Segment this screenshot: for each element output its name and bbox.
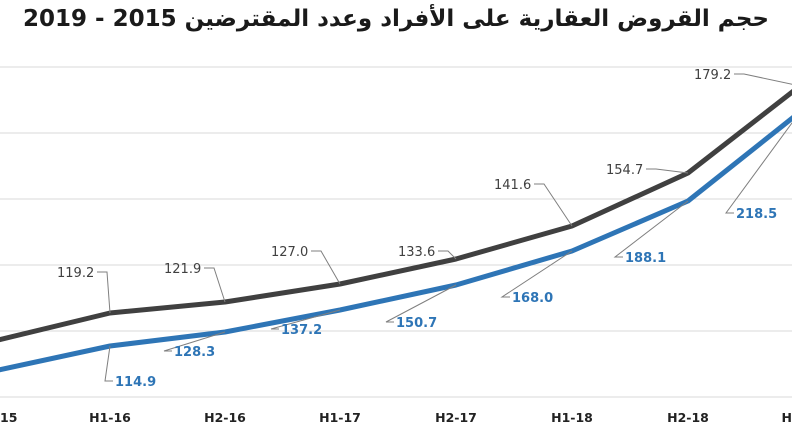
leader-line bbox=[534, 183, 573, 227]
x-tick-label: H1-17 bbox=[319, 410, 361, 425]
data-label-blue: 114.9 bbox=[115, 375, 156, 390]
x-tick-label: H1-18 bbox=[551, 410, 593, 425]
leader-line bbox=[725, 122, 792, 214]
leader-line bbox=[163, 331, 226, 352]
data-label-blue: 128.3 bbox=[174, 345, 215, 360]
leader-line bbox=[204, 267, 226, 303]
leader-line bbox=[438, 250, 457, 260]
leader-line bbox=[646, 168, 689, 174]
leader-line bbox=[500, 250, 573, 298]
data-label-dark: 127.0 bbox=[271, 245, 308, 260]
data-label-blue: 150.7 bbox=[396, 316, 437, 331]
leader-line bbox=[311, 250, 341, 285]
data-label-dark: 154.7 bbox=[606, 163, 643, 178]
x-tick-label: 15 bbox=[0, 410, 17, 425]
x-tick-label: H1-16 bbox=[89, 410, 131, 425]
x-tick-label: H bbox=[782, 410, 792, 425]
data-label-dark: 119.2 bbox=[57, 266, 94, 281]
data-label-dark: 141.6 bbox=[494, 178, 531, 193]
x-tick-label: H2-18 bbox=[667, 410, 709, 425]
series-line-dark bbox=[0, 89, 792, 343]
chart-title: حجم القروض العقارية على الأفراد وعدد الم… bbox=[22, 6, 769, 32]
data-label-blue: 168.0 bbox=[512, 291, 553, 306]
leader-line bbox=[270, 309, 341, 330]
leader-line bbox=[734, 73, 792, 85]
data-label-blue: 188.1 bbox=[625, 251, 666, 266]
data-label-dark: 179.2 bbox=[694, 68, 731, 83]
leader-line bbox=[104, 345, 113, 382]
data-label-dark: 133.6 bbox=[398, 245, 435, 260]
leader-line bbox=[385, 284, 457, 323]
data-label-blue: 218.5 bbox=[736, 207, 777, 222]
x-tick-label: H2-17 bbox=[435, 410, 477, 425]
data-label-dark: 121.9 bbox=[164, 262, 201, 277]
series-line-blue bbox=[0, 115, 792, 373]
leader-line bbox=[613, 200, 689, 258]
data-label-blue: 137.2 bbox=[281, 323, 322, 338]
x-tick-label: H2-16 bbox=[204, 410, 246, 425]
leader-line bbox=[97, 271, 111, 314]
